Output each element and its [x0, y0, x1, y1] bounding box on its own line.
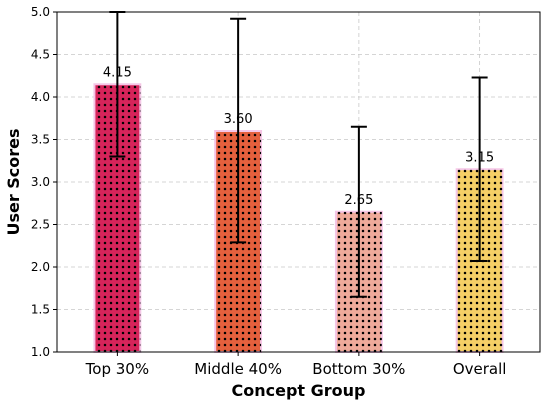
- y-tick-label: 1.5: [31, 303, 50, 317]
- y-tick-label: 5.0: [31, 5, 50, 19]
- y-axis-label: User Scores: [4, 128, 23, 235]
- y-tick-label: 2.5: [31, 218, 50, 232]
- x-tick-label: Bottom 30%: [312, 360, 405, 378]
- x-axis-label: Concept Group: [232, 381, 366, 400]
- x-tick-label: Top 30%: [85, 360, 149, 378]
- x-tick-label: Middle 40%: [194, 360, 282, 378]
- data-label: 2.65: [344, 193, 373, 208]
- y-tick-label: 3.0: [31, 175, 50, 189]
- error-bars: [109, 11, 488, 298]
- y-tick-label: 3.5: [31, 133, 50, 147]
- data-label: 3.15: [465, 150, 494, 165]
- y-tick-label: 4.0: [31, 90, 50, 104]
- x-tick-label: Overall: [453, 360, 507, 378]
- data-label: 4.15: [103, 65, 132, 80]
- y-tick-label: 1.0: [31, 345, 50, 359]
- bars: [93, 83, 504, 353]
- plot-frame: [56, 11, 541, 353]
- y-tick-label: 2.0: [31, 260, 50, 274]
- axes: 1.0 1.5 2.0 2.5 3.0 3.5 4.0 4.5 5.0 Top 30% Middle…: [31, 5, 541, 378]
- y-tick-label: 4.5: [31, 48, 50, 62]
- data-label: 3.60: [224, 112, 253, 127]
- data-labels: 4.15 3.60 2.65 3.15: [103, 65, 494, 208]
